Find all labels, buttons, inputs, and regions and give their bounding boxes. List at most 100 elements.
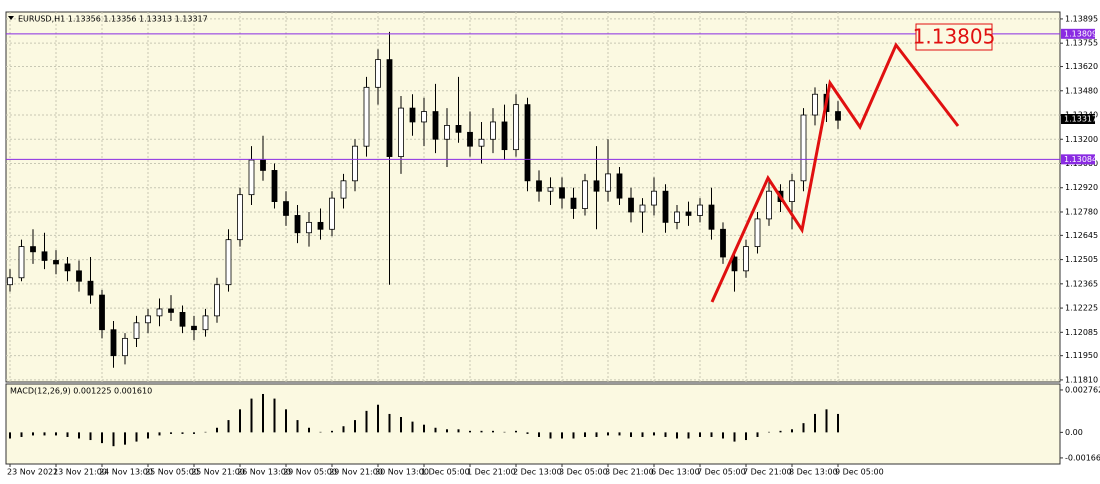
candle-body (835, 111, 841, 121)
candle-body (271, 170, 278, 202)
candle-body (536, 180, 542, 192)
x-tick-label: 7 Dec 05:00 (697, 468, 746, 477)
candle-body (340, 180, 347, 199)
x-tick-label: 7 Dec 21:00 (743, 468, 792, 477)
level-label-box (1061, 28, 1095, 39)
y-tick-label: 0.002762 (1065, 385, 1100, 394)
candle-body (421, 111, 427, 123)
candle-body (731, 256, 738, 272)
y-tick-label: 1.12780 (1065, 207, 1098, 216)
candle-body (513, 104, 519, 151)
candle-body (41, 251, 48, 261)
candle-body (18, 246, 25, 279)
y-tick-label: 1.13755 (1065, 39, 1098, 48)
price-panel (5, 11, 1061, 383)
chart-title: EURUSD,H1 1.13356 1.13356 1.13313 1.1331… (18, 15, 208, 24)
candle-body (720, 228, 726, 258)
candle-body (547, 187, 554, 192)
candle-body (432, 111, 439, 140)
price-label-box (1061, 114, 1095, 125)
annotation-box (915, 23, 993, 51)
candle-body (87, 280, 94, 296)
y-tick-label: 1.12505 (1065, 255, 1098, 264)
candle-body (283, 201, 289, 216)
candle-body (156, 308, 163, 317)
candle-body (455, 125, 462, 133)
candle-body (628, 197, 634, 213)
layer: 1.138951.137551.136201.134801.133401.132… (6, 12, 1100, 477)
x-tick-label: 30 Nov 13:00 (375, 468, 429, 477)
candle-body (375, 59, 381, 88)
candle-body (214, 284, 220, 317)
x-tick-label: 25 Nov 21:00 (191, 468, 245, 477)
x-tick-label: 23 Nov 2021 (7, 468, 58, 477)
candle-body (122, 337, 128, 357)
x-tick-label: 8 Dec 13:00 (789, 468, 838, 477)
candle-body (697, 204, 703, 216)
y-tick-label: -0.001664 (1065, 453, 1100, 462)
y-tick-label: 1.11810 (1065, 375, 1098, 384)
x-tick-label: 29 Nov 21:00 (329, 468, 383, 477)
candle-body (317, 221, 324, 230)
y-tick-label: 1.11950 (1065, 351, 1098, 360)
y-tick-label: 1.13895 (1065, 14, 1098, 23)
y-tick-label: 1.12225 (1065, 304, 1098, 313)
candle-body (30, 246, 36, 253)
x-tick-label: 23 Nov 21:00 (53, 468, 107, 477)
candle-body (398, 107, 404, 157)
y-tick-label: 1.12645 (1065, 231, 1098, 240)
candle-body (306, 221, 312, 234)
candle-body (616, 173, 623, 199)
candle-body (225, 239, 232, 286)
candle-body (685, 211, 692, 216)
annotation: 1.13805 (913, 25, 996, 49)
candle-body (674, 211, 680, 223)
candle-body (524, 104, 531, 182)
candle-body (260, 159, 266, 171)
y-tick-label: 1.13620 (1065, 62, 1098, 71)
candle-body (352, 145, 358, 182)
candle-body (800, 114, 807, 182)
candle-body (605, 173, 611, 192)
candle-body (559, 187, 565, 199)
y-tick-label: 1.13480 (1065, 86, 1098, 95)
y-tick-label: 1.13200 (1065, 135, 1098, 144)
candle-body (490, 121, 496, 140)
x-tick-label: 1 Dec 21:00 (467, 468, 516, 477)
x-tick-label: 24 Nov 13:00 (99, 468, 153, 477)
macd-title: MACD(12,26,9) 0.001225 0.001610 (10, 387, 152, 396)
candle-body (191, 325, 197, 331)
candle-body (202, 315, 209, 331)
candle-body (168, 308, 174, 313)
candle-body (53, 260, 59, 265)
y-tick-label: 1.12920 (1065, 183, 1098, 192)
x-tick-label: 3 Dec 21:00 (605, 468, 654, 477)
candle-body (639, 204, 646, 213)
candle-body (76, 270, 82, 282)
candle-body (110, 329, 117, 357)
candle-body (593, 180, 600, 192)
x-tick-label: 2 Dec 13:00 (513, 468, 562, 477)
candle-body (754, 218, 761, 248)
candle-body (145, 315, 151, 324)
price-label: 1.13317 (1064, 115, 1097, 124)
candle-body (386, 59, 393, 157)
candle-body (237, 194, 243, 241)
candle-body (501, 121, 508, 151)
x-tick-label: 29 Nov 05:00 (283, 468, 337, 477)
candle-body (812, 93, 818, 116)
level-label: 1.13084 (1064, 155, 1097, 164)
level-label: 1.13809 (1064, 29, 1097, 38)
candle-body (7, 277, 13, 286)
candle-body (99, 294, 105, 331)
candle-body (294, 215, 301, 234)
forecast-zigzag (710, 42, 960, 303)
candle-body (570, 197, 577, 209)
candle-body (651, 190, 657, 206)
level-label-box (1061, 154, 1095, 165)
candle-body (662, 190, 669, 223)
candle-body (363, 86, 370, 147)
candle-body (409, 107, 416, 123)
y-tick-label: 1.12365 (1065, 279, 1098, 288)
